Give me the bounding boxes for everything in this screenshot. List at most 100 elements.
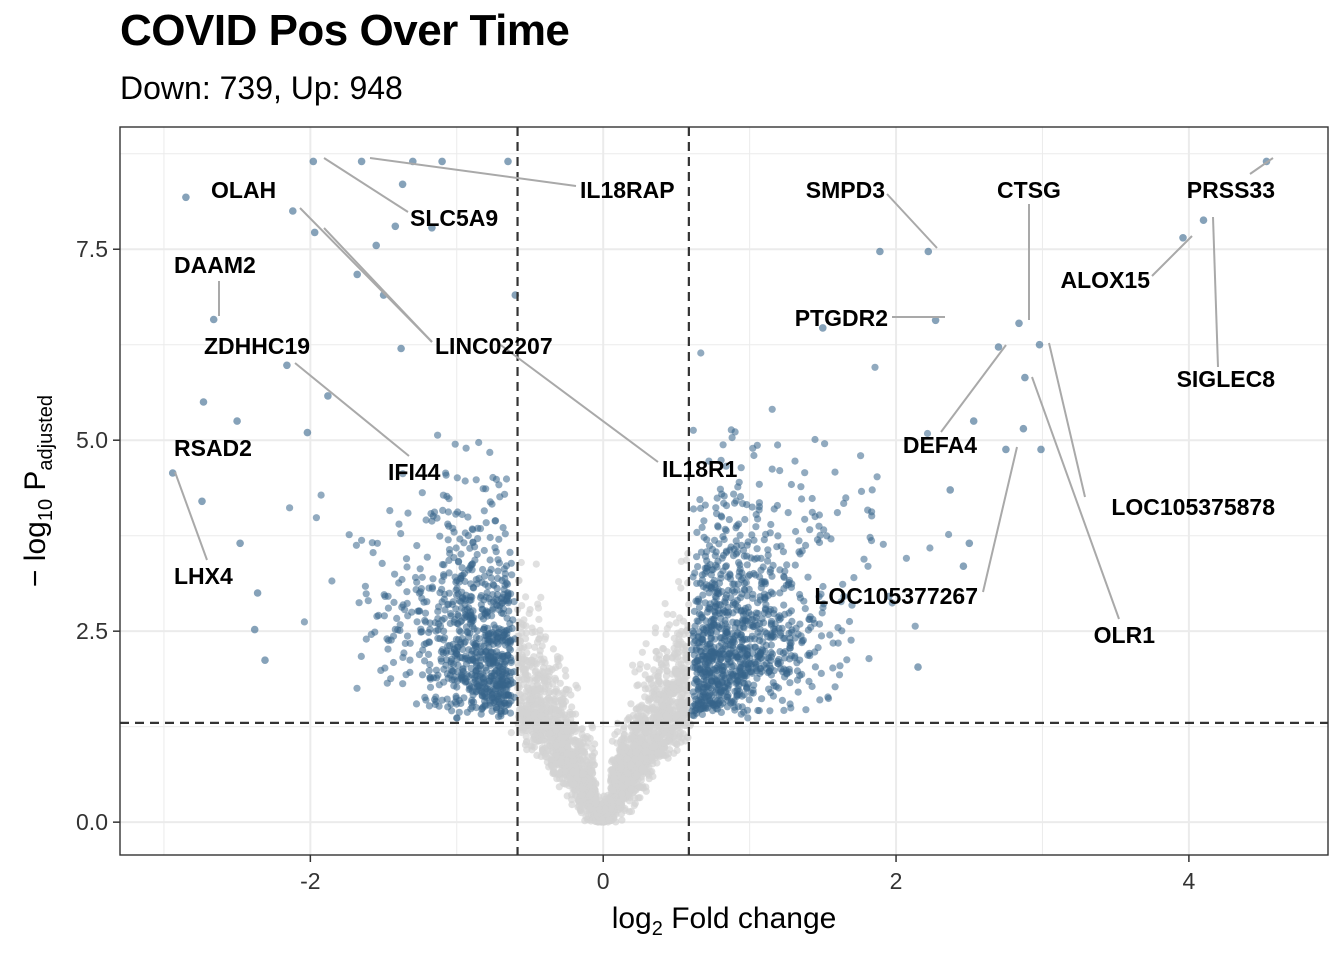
nonsig-point <box>550 689 558 697</box>
nonsig-point <box>608 737 617 745</box>
sig-point <box>707 583 715 591</box>
sig-point <box>453 655 461 663</box>
sig-point <box>364 597 372 605</box>
nonsig-point <box>517 558 525 567</box>
sig-point <box>694 684 703 692</box>
sig-point <box>742 660 750 668</box>
sig-point-highlight <box>1035 340 1044 349</box>
label-connectors <box>174 157 1274 620</box>
sig-point-highlight <box>428 224 436 232</box>
sig-point <box>736 531 744 539</box>
gene-label: IL18R1 <box>662 456 738 482</box>
sig-point <box>391 570 399 578</box>
sig-point <box>437 655 445 663</box>
sig-point <box>469 607 477 615</box>
sig-point <box>718 588 726 596</box>
sig-point <box>406 639 414 647</box>
sig-point <box>836 662 844 670</box>
sig-point <box>286 504 294 512</box>
sig-point <box>475 438 483 447</box>
sig-point-highlight <box>309 157 318 166</box>
nonsig-point <box>523 649 531 657</box>
sig-point <box>454 612 462 620</box>
nonsig-point <box>627 762 635 770</box>
nonsig-point <box>618 790 626 798</box>
sig-point-highlight <box>1199 216 1208 224</box>
sig-point <box>697 548 706 556</box>
sig-point <box>449 598 457 606</box>
sig-point <box>796 672 804 680</box>
nonsig-point <box>666 690 675 698</box>
sig-point <box>801 515 809 523</box>
x-tick-label: 4 <box>1182 868 1195 894</box>
sig-point <box>713 510 721 518</box>
sig-point <box>729 580 737 588</box>
sig-point <box>422 696 430 704</box>
sig-point <box>731 706 739 714</box>
sig-point <box>443 492 451 500</box>
sig-point <box>741 515 749 524</box>
sig-point <box>451 440 459 448</box>
sig-point <box>879 540 887 548</box>
nonsig-point <box>578 791 586 799</box>
nonsig-point <box>651 742 659 750</box>
sig-point <box>743 617 751 625</box>
nonsig-point <box>664 750 673 758</box>
y-tick-label: 0.0 <box>76 809 108 835</box>
nonsig-point <box>613 728 622 736</box>
sig-point <box>689 426 697 434</box>
sig-point <box>495 690 503 698</box>
nonsig-point <box>675 630 684 639</box>
nonsig-point <box>544 722 552 730</box>
sig-point <box>728 587 736 595</box>
nonsig-point <box>675 661 683 669</box>
label-connector <box>174 471 208 561</box>
sig-point <box>442 661 450 669</box>
nonsig-point <box>676 638 685 646</box>
sig-point <box>447 666 455 674</box>
sig-point <box>831 683 839 691</box>
nonsig-point <box>637 734 645 742</box>
sig-point <box>848 601 856 609</box>
nonsig-point <box>548 665 556 674</box>
sig-point <box>438 696 446 704</box>
sig-point <box>721 563 730 571</box>
sig-point <box>689 711 697 719</box>
sig-point <box>692 675 701 684</box>
nonsig-point <box>638 764 646 772</box>
sig-point <box>829 664 837 672</box>
sig-point-highlight <box>324 392 332 400</box>
sig-point <box>494 567 502 575</box>
nonsig-point <box>631 755 639 763</box>
sig-point <box>395 520 403 528</box>
label-connector <box>1212 216 1219 368</box>
sig-point <box>369 549 377 557</box>
sig-point <box>413 542 421 550</box>
sig-point <box>737 464 745 472</box>
sig-point <box>824 693 832 701</box>
nonsig-point <box>532 667 540 675</box>
nonsig-point <box>551 674 559 682</box>
sig-point <box>850 574 858 582</box>
nonsig-point <box>588 724 597 732</box>
sig-point <box>317 491 325 499</box>
sig-point <box>446 549 454 558</box>
sig-point <box>860 555 868 563</box>
sig-point <box>754 628 762 636</box>
nonsig-point <box>555 769 563 777</box>
sig-point <box>748 503 756 511</box>
sig-point <box>445 522 453 530</box>
sig-point <box>695 639 704 647</box>
sig-point <box>453 714 461 722</box>
sig-point <box>729 618 737 626</box>
sig-point <box>698 613 706 621</box>
sig-point <box>413 618 421 626</box>
nonsig-point <box>658 749 666 757</box>
gene-label: IFI44 <box>388 459 441 485</box>
sig-point <box>479 703 487 711</box>
sig-point <box>765 685 773 693</box>
nonsig-point <box>616 747 625 755</box>
sig-point <box>808 494 816 503</box>
nonsig-point <box>587 768 595 776</box>
